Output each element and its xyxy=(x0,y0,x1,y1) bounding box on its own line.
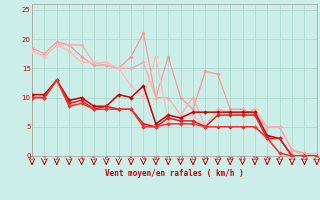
X-axis label: Vent moyen/en rafales ( km/h ): Vent moyen/en rafales ( km/h ) xyxy=(105,169,244,178)
